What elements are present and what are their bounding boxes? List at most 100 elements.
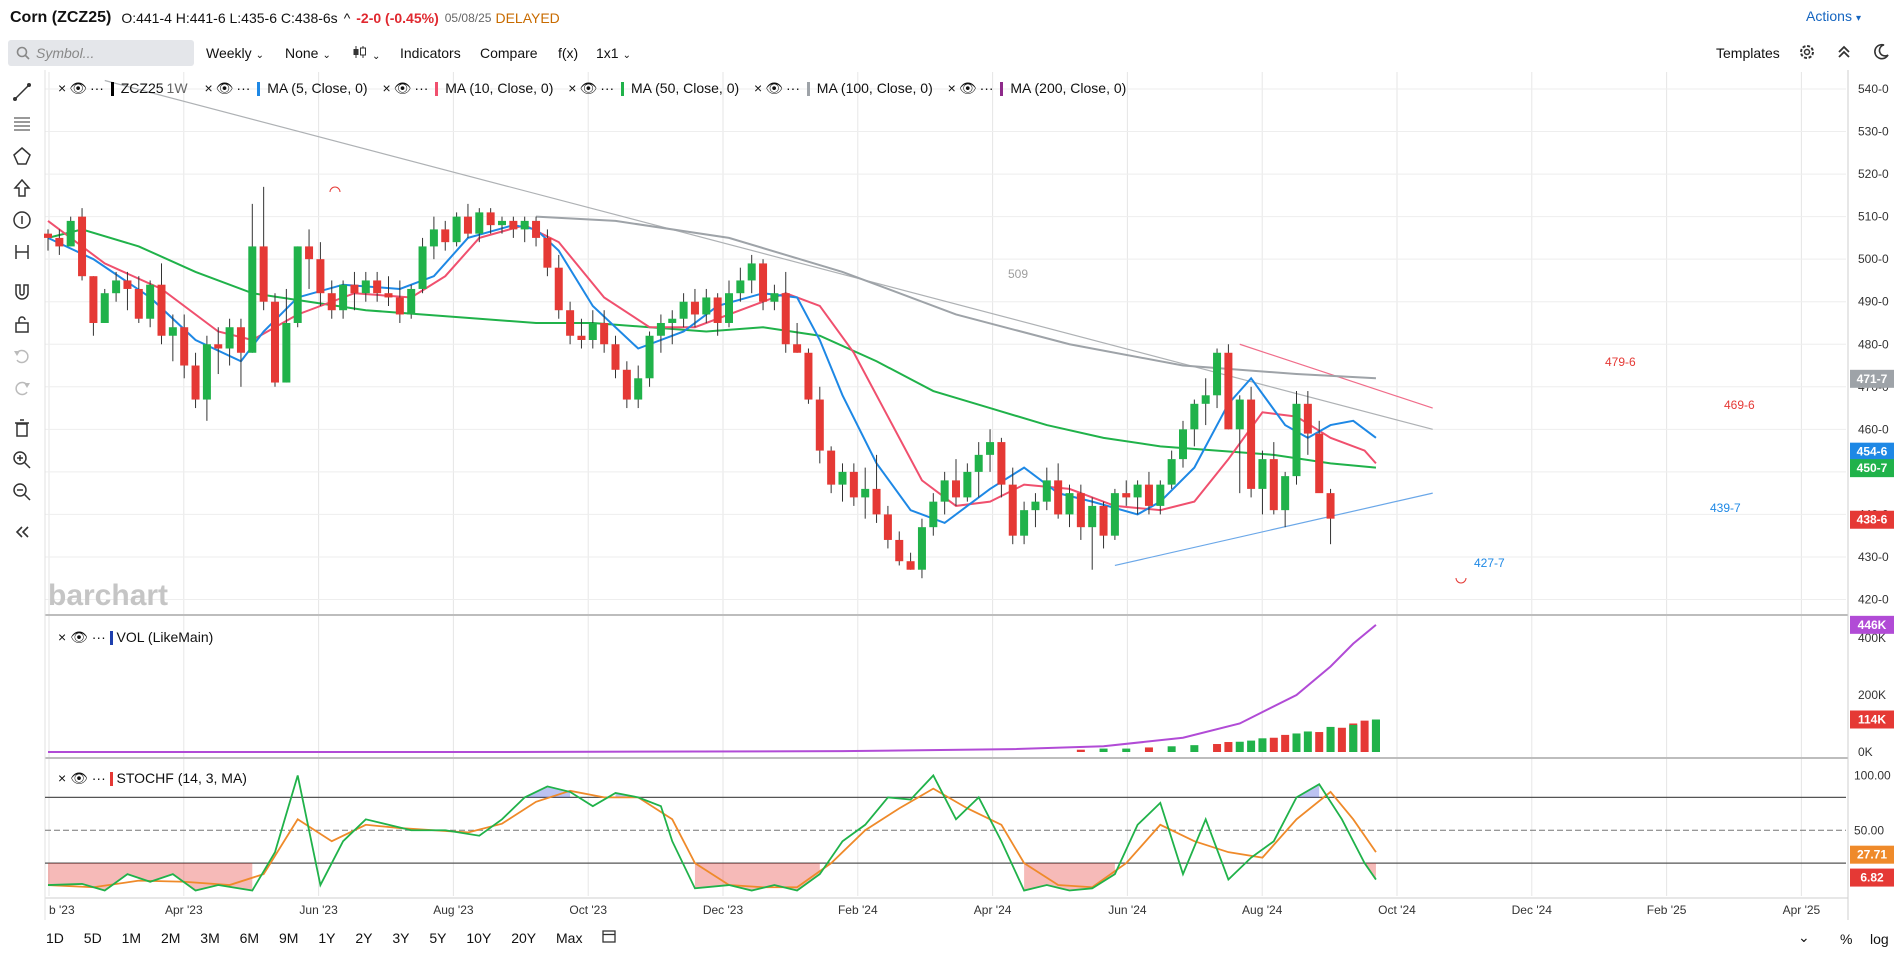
redo-icon[interactable]: [10, 376, 34, 400]
range-6m[interactable]: 6M: [239, 930, 260, 946]
candle-up: [770, 293, 779, 302]
eye-icon[interactable]: 👁: [393, 80, 412, 96]
chart-type-select[interactable]: ⌄: [352, 45, 380, 62]
range-3m[interactable]: 3M: [200, 930, 220, 946]
eye-icon[interactable]: 👁: [765, 80, 784, 96]
zoom-out-icon[interactable]: [10, 480, 34, 504]
stoch-tick: 50.00: [1854, 823, 1884, 837]
undo-icon[interactable]: [10, 344, 34, 368]
close-icon[interactable]: ×: [754, 80, 763, 96]
log-toggle[interactable]: log: [1870, 931, 1889, 947]
close-icon[interactable]: ×: [382, 80, 391, 96]
candle-down: [577, 335, 586, 340]
range-1m[interactable]: 1M: [121, 930, 142, 946]
range-5y[interactable]: 5Y: [429, 930, 447, 946]
search-input[interactable]: Symbol...: [36, 45, 95, 61]
range-2y[interactable]: 2Y: [355, 930, 373, 946]
symbol-search[interactable]: Symbol...: [8, 40, 194, 66]
shape-tool-icon[interactable]: [10, 144, 34, 168]
aggregation-label: None: [285, 45, 319, 61]
unlock-icon[interactable]: [10, 312, 34, 336]
volume-badge: [1850, 615, 1894, 634]
collapse-up-icon[interactable]: [1836, 43, 1852, 64]
templates-button[interactable]: Templates: [1716, 45, 1780, 61]
range-3y[interactable]: 3Y: [392, 930, 410, 946]
counter-tool-icon[interactable]: [10, 208, 34, 232]
gear-icon[interactable]: [1798, 43, 1816, 64]
more-icon[interactable]: ···: [89, 80, 104, 96]
range-10y[interactable]: 10Y: [466, 930, 492, 946]
volume-bar: [1235, 741, 1244, 752]
close-icon[interactable]: ×: [204, 80, 213, 96]
eye-icon[interactable]: 👁: [70, 770, 88, 786]
more-icon[interactable]: ···: [414, 80, 429, 96]
barchart-watermark: barchart: [48, 579, 168, 612]
fib-tool-icon[interactable]: [10, 112, 34, 136]
legend-ma10: MA (10, Close, 0): [445, 80, 554, 96]
range-1y[interactable]: 1Y: [318, 930, 336, 946]
price-badge: [1850, 510, 1894, 529]
range-5d[interactable]: 5D: [83, 930, 102, 946]
close-icon[interactable]: ×: [58, 629, 67, 645]
percent-toggle[interactable]: %: [1840, 931, 1853, 947]
range-1d[interactable]: 1D: [46, 930, 64, 946]
ma10-line: [47, 220, 1377, 512]
chevron-down-icon: ▾: [1855, 13, 1861, 24]
volume-bar: [1144, 747, 1153, 752]
magnet-icon[interactable]: [10, 280, 34, 304]
range-9m[interactable]: 9M: [278, 930, 299, 946]
legend-ma5: MA (5, Close, 0): [267, 80, 368, 96]
more-icon[interactable]: ···: [979, 80, 994, 96]
arrow-tool-icon[interactable]: [10, 176, 34, 200]
function-button[interactable]: f(x): [558, 45, 579, 61]
candle-down: [259, 246, 268, 302]
aggregation-select[interactable]: None ⌄: [285, 45, 331, 61]
candle-up: [498, 220, 506, 226]
candle-down: [1247, 399, 1256, 489]
price-tick: 420-0: [1858, 592, 1889, 606]
price-tick: 460-0: [1858, 422, 1889, 436]
line-tool-icon[interactable]: [10, 80, 34, 104]
candle-down: [123, 280, 132, 289]
candle-up: [963, 471, 972, 498]
range-max[interactable]: Max: [556, 930, 583, 946]
eye-icon[interactable]: 👁: [958, 80, 977, 96]
more-icon[interactable]: ···: [600, 80, 615, 96]
actions-menu[interactable]: Actions ▾: [1806, 8, 1861, 24]
eye-icon[interactable]: 👁: [70, 629, 88, 645]
calendar-icon[interactable]: [602, 930, 616, 946]
indicators-button[interactable]: Indicators: [400, 45, 461, 61]
range-2m[interactable]: 2M: [160, 930, 181, 946]
more-icon[interactable]: ···: [91, 770, 106, 786]
close-icon[interactable]: ×: [58, 770, 67, 786]
range-20y[interactable]: 20Y: [511, 930, 537, 946]
candle-down: [271, 301, 279, 383]
more-icon[interactable]: ···: [91, 629, 106, 645]
candle-down: [1326, 493, 1335, 519]
interval-select[interactable]: Weekly ⌄: [206, 45, 264, 61]
volume-bar: [1190, 745, 1199, 752]
candle-down: [793, 344, 802, 353]
eye-icon[interactable]: 👁: [69, 80, 87, 96]
candle-down: [1303, 403, 1312, 434]
dark-mode-icon[interactable]: [1872, 43, 1890, 64]
eye-icon[interactable]: 👁: [215, 80, 234, 96]
price-tick: 520-0: [1858, 167, 1889, 181]
zoom-in-icon[interactable]: [10, 448, 34, 472]
close-icon[interactable]: ×: [947, 80, 956, 96]
compare-button[interactable]: Compare: [480, 45, 538, 61]
collapse-sidebar-icon[interactable]: [10, 520, 34, 544]
candle-down: [236, 327, 245, 353]
overlay-legend: × 👁 ··· ZCZ25 1W × 👁 ··· MA (5, Close, 0) × 👁 ·…: [58, 80, 1129, 97]
more-icon[interactable]: ···: [236, 80, 251, 96]
close-icon[interactable]: ×: [58, 80, 67, 96]
layout-select[interactable]: 1x1 ⌄: [596, 45, 631, 61]
close-icon[interactable]: ×: [568, 80, 577, 96]
trash-icon[interactable]: [10, 416, 34, 440]
eye-icon[interactable]: 👁: [579, 80, 598, 96]
measure-tool-icon[interactable]: [10, 240, 34, 264]
more-icon[interactable]: ···: [786, 80, 801, 96]
double-chevron-down-icon[interactable]: ⌄: [1798, 929, 1810, 945]
